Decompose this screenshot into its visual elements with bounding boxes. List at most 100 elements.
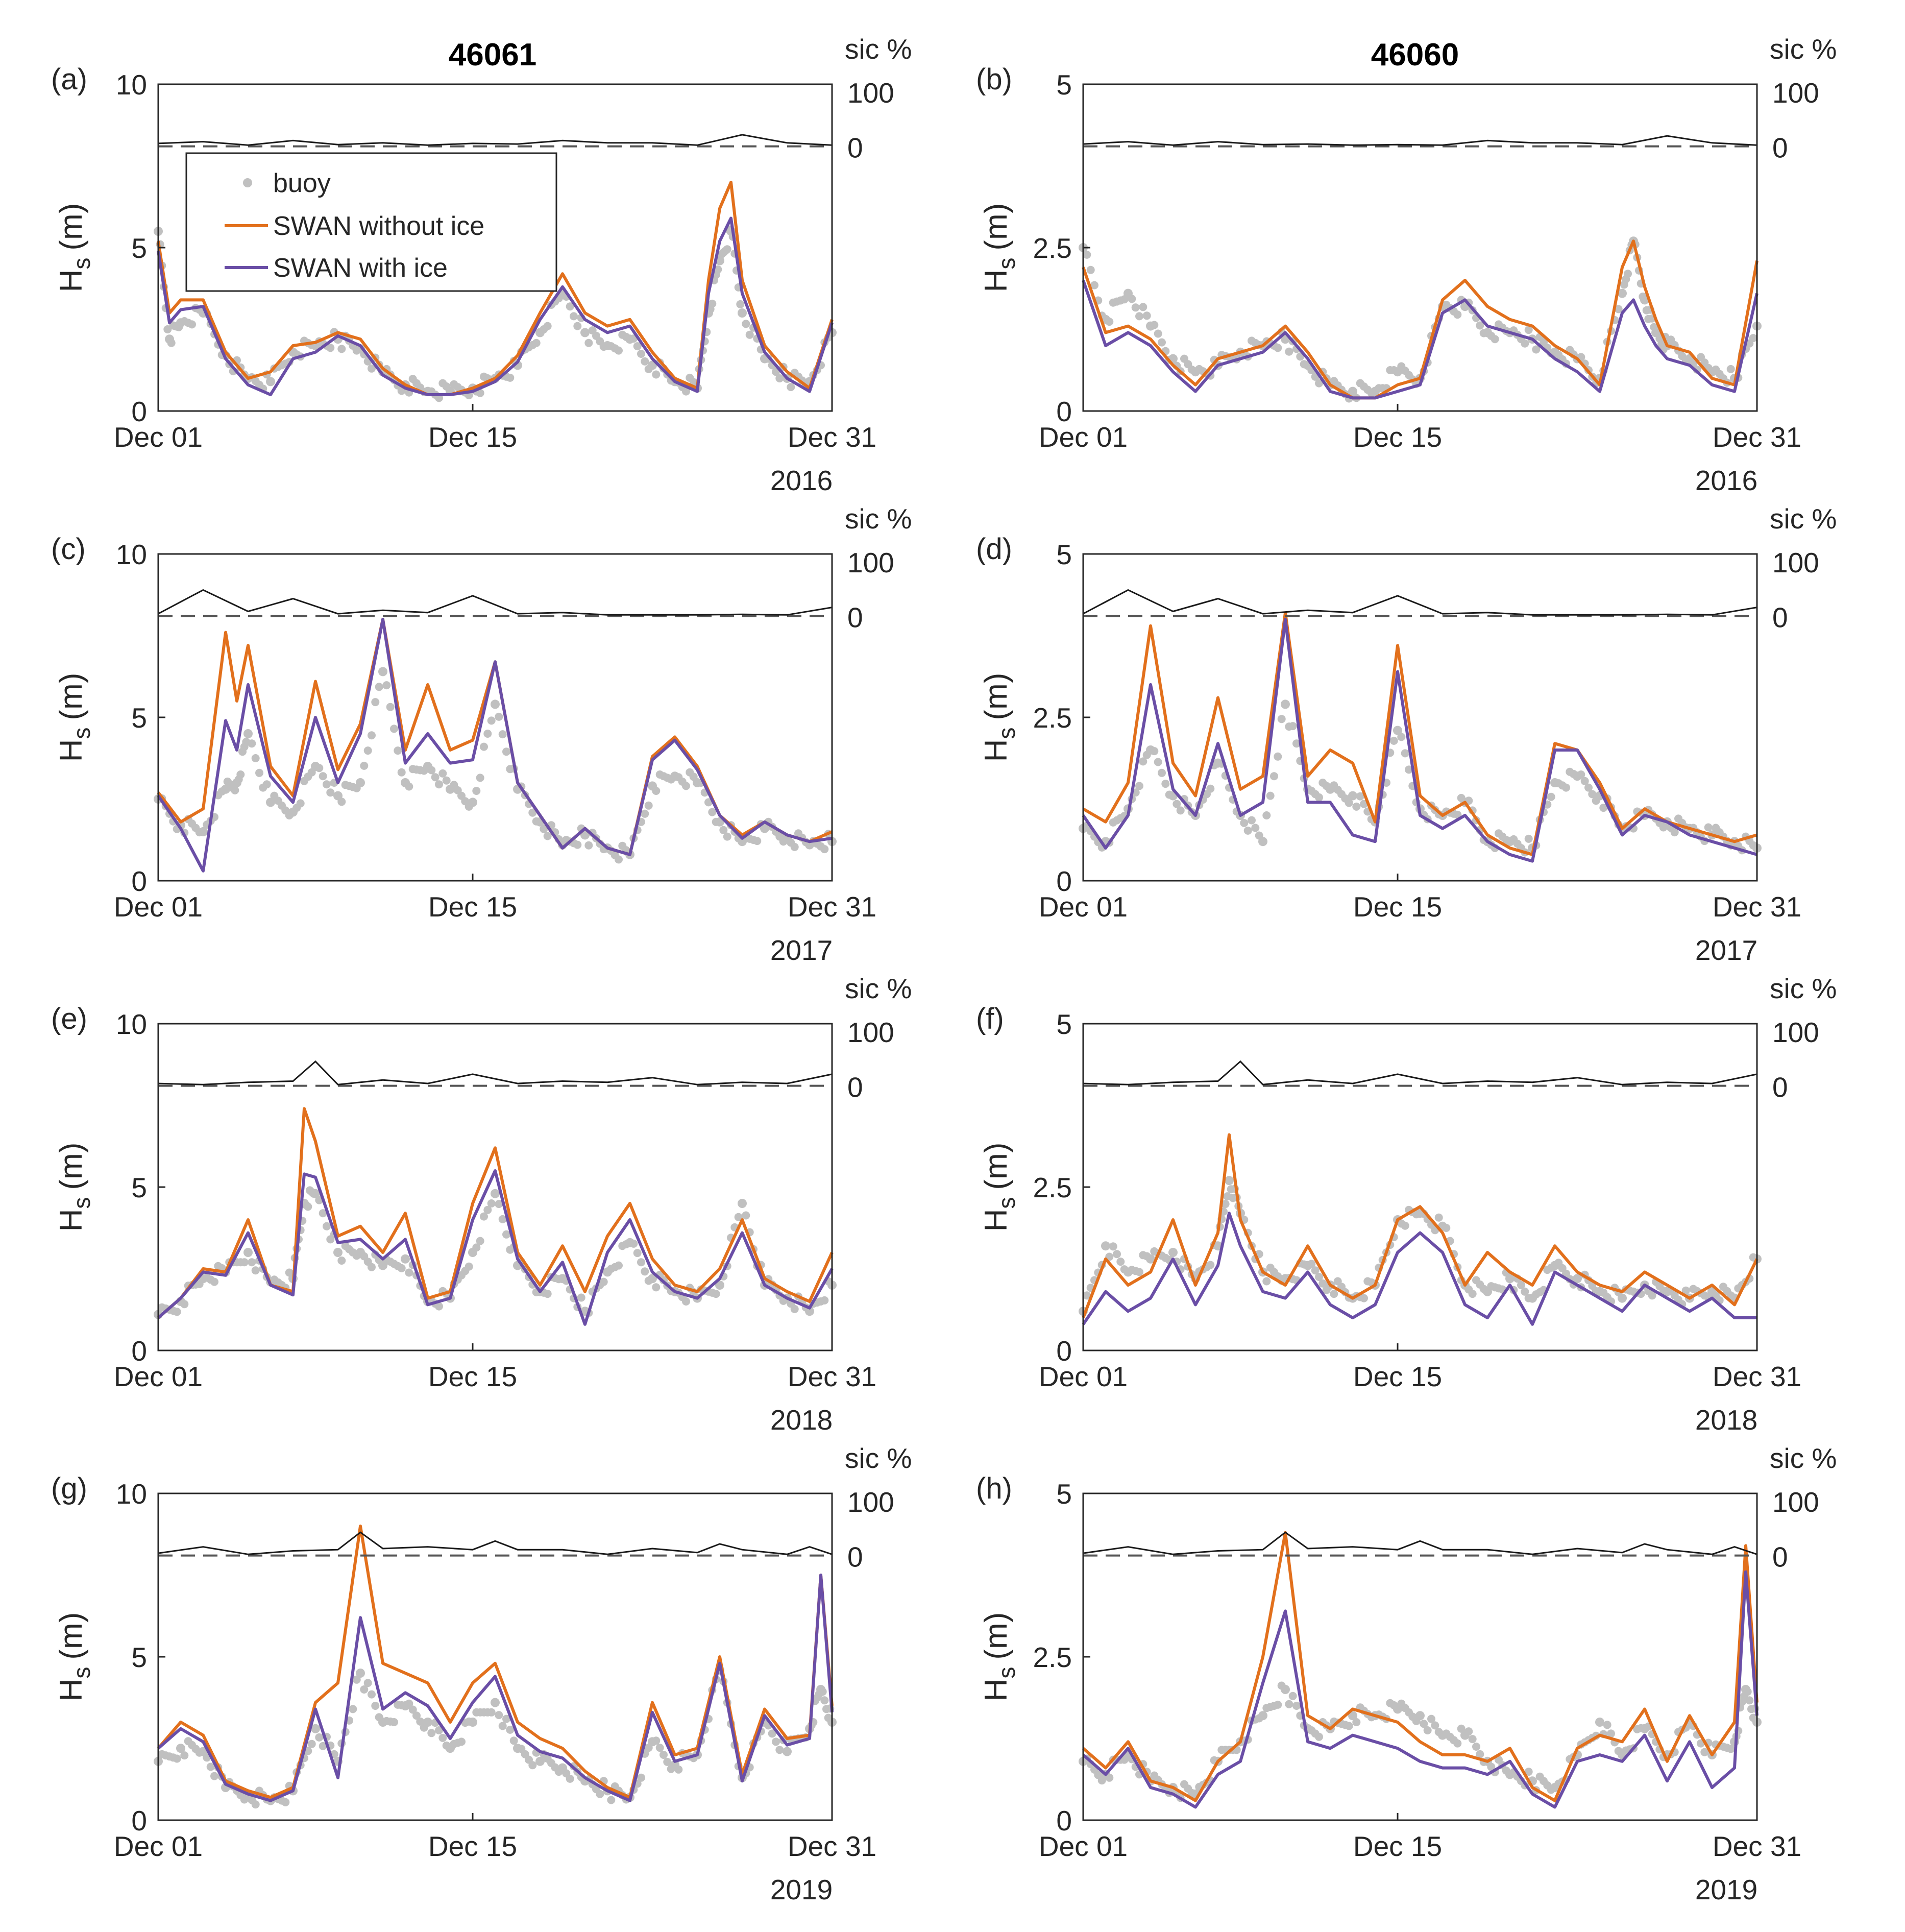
buoy-point (180, 1751, 189, 1760)
y-tick-label: 5 (131, 1172, 147, 1203)
buoy-point (360, 1685, 369, 1694)
buoy-point (435, 1302, 443, 1311)
y-tick-label: 5 (131, 1641, 147, 1673)
buoy-point (1285, 347, 1293, 356)
x-tick-label: Dec 31 (1713, 1361, 1801, 1392)
x-tick-label: Dec 31 (788, 891, 876, 923)
legend-with-ice-label: SWAN with ice (273, 253, 448, 283)
y-tick-label: 5 (1056, 69, 1072, 101)
sic-tick-label: 100 (847, 77, 894, 109)
buoy-point (1562, 783, 1570, 792)
buoy-point (491, 1189, 500, 1198)
buoy-point (1158, 338, 1166, 347)
buoy-point (405, 782, 413, 791)
buoy-point (1457, 1724, 1466, 1733)
y-axis-label: Hs (m) (54, 1143, 95, 1232)
buoy-point (1743, 1687, 1752, 1696)
sic-tick-label: 100 (847, 1017, 894, 1048)
buoy-point (465, 1262, 473, 1271)
y-axis-label-unit: (m) (54, 673, 89, 720)
sic-axis-label: sic % (1770, 33, 1837, 65)
series-swan-without-ice (157, 181, 834, 396)
buoy-point (1618, 1293, 1627, 1303)
buoy-point (1420, 1720, 1428, 1728)
buoy-point (1389, 736, 1398, 745)
sic-axis-label: sic % (845, 503, 912, 535)
buoy-point (790, 1305, 799, 1313)
series-swan-with-ice (157, 618, 833, 873)
series-swan-without-ice (1082, 1531, 1759, 1802)
buoy-point (243, 729, 253, 738)
buoy-point (820, 845, 829, 854)
buoy-point (1277, 715, 1286, 723)
panel-a: 0 5 10 100 0 sic % Dec 01 Dec 15 Dec 31 2016 (a) Hs… (51, 33, 912, 496)
legend-buoy-label: buoy (273, 168, 331, 198)
buoy-point (502, 1714, 510, 1723)
buoy-point (1588, 790, 1597, 799)
y-tick-label: 2.5 (1033, 1641, 1072, 1673)
y-axis-label-main: H (54, 739, 89, 762)
buoy-point (641, 1267, 649, 1276)
panel-f: 0 2.5 5 100 0 sic % Dec 01 Dec 15 Dec 31 2018 (f) H… (976, 973, 1837, 1436)
panel-label: (h) (976, 1472, 1012, 1505)
buoy-point (491, 1698, 500, 1707)
series-swan-without-ice (1082, 1133, 1759, 1319)
buoy-point (1330, 1290, 1338, 1298)
buoy-point (652, 370, 661, 379)
buoy-point (476, 774, 484, 782)
buoy-point (652, 787, 661, 795)
buoy-point (502, 1230, 510, 1239)
buoy-point (457, 1737, 466, 1746)
buoy-point (1476, 321, 1484, 330)
buoy-point (1524, 834, 1533, 843)
buoy-point (281, 1798, 290, 1806)
buoy-point (1700, 1748, 1709, 1756)
sic-tick-label: 100 (847, 547, 894, 578)
panel-label: (c) (51, 533, 86, 566)
buoy-point (487, 1708, 496, 1717)
buoy-point (1345, 1722, 1353, 1730)
buoy-point (1360, 1294, 1368, 1302)
buoy-point (509, 1736, 518, 1745)
buoy-point (1348, 387, 1357, 396)
buoy-point (637, 350, 645, 358)
buoy-point (1150, 321, 1159, 329)
buoy-point (704, 798, 713, 807)
buoy-point (641, 357, 649, 366)
sic-tick-label: 0 (1772, 1072, 1788, 1103)
y-tick-label: 0 (1056, 396, 1072, 427)
buoy-point (412, 1711, 421, 1720)
buoy-point (1307, 1260, 1316, 1268)
buoy-point (363, 1679, 372, 1687)
buoy-point (1139, 757, 1147, 766)
buoy-point (708, 808, 717, 816)
buoy-point (210, 1277, 218, 1286)
y-axis-label-sub: s (993, 258, 1020, 270)
buoy-point (1315, 1732, 1323, 1741)
buoy-point (1311, 1266, 1320, 1275)
buoy-point (637, 1258, 645, 1267)
x-year-label: 2018 (1695, 1404, 1757, 1436)
buoy-point (1670, 828, 1679, 837)
x-tick-label: Dec 01 (1039, 1830, 1128, 1862)
sic-axis-label: sic % (1770, 503, 1837, 535)
buoy-point (1109, 1242, 1117, 1251)
buoy-point (1315, 1273, 1323, 1281)
sic-tick-label: 100 (1772, 77, 1819, 109)
y-tick-label: 10 (116, 1478, 147, 1510)
buoy-point (1517, 1281, 1525, 1289)
buoy-point (1135, 1268, 1143, 1276)
buoy-point (210, 1772, 218, 1780)
buoy-point (580, 328, 590, 337)
buoy-point (1083, 1291, 1091, 1300)
buoy-point (1116, 1258, 1125, 1266)
buoy-point (498, 730, 507, 739)
buoy-point (251, 1266, 260, 1275)
buoy-point (1584, 783, 1593, 792)
sic-tick-label: 0 (847, 132, 863, 164)
y-axis-label-unit: (m) (979, 673, 1014, 720)
buoy-point (1281, 699, 1290, 709)
buoy-point (1704, 823, 1713, 832)
buoy-point (266, 377, 275, 387)
